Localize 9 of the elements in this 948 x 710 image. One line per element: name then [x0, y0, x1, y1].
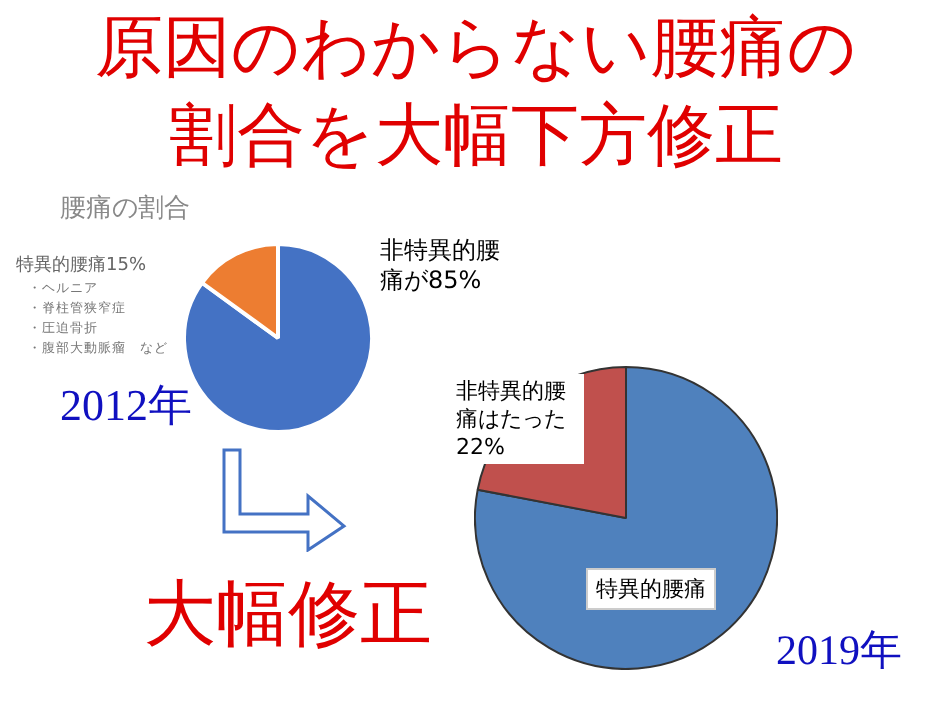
- text: 大幅修正: [144, 572, 432, 659]
- chart-title: 原因のわからない腰痛の割合を大幅下方修正: [93, 6, 859, 180]
- text: 2019年: [776, 626, 902, 677]
- slice-label: 特異的腰痛: [586, 568, 716, 610]
- text: 2012年: [60, 380, 192, 433]
- chart-subtitle: 腰痛の割合: [60, 192, 190, 226]
- data-label: 非特異的腰痛はたった22%: [452, 374, 584, 465]
- data-label: 非特異的腰痛が85%: [380, 236, 502, 296]
- data-label: 特異的腰痛15%: [16, 256, 149, 279]
